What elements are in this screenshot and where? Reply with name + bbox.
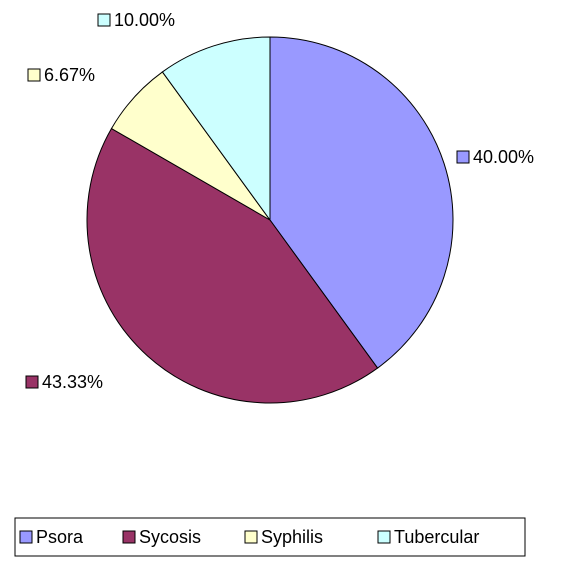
- label-swatch: [97, 13, 111, 27]
- pie-slice: [86, 127, 379, 404]
- label-swatch: [456, 150, 470, 164]
- label-swatch: [27, 68, 41, 82]
- pie-slice: [269, 36, 454, 369]
- data-label: 43.33%: [42, 372, 103, 392]
- data-label: 40.00%: [473, 147, 534, 167]
- pie-slice: [161, 36, 271, 222]
- legend-swatch: [244, 530, 258, 544]
- data-label: 10.00%: [114, 10, 175, 30]
- label-swatch: [25, 375, 39, 389]
- data-label: 6.67%: [44, 65, 95, 85]
- legend-label: Syphilis: [261, 527, 323, 547]
- legend-box: [14, 517, 526, 557]
- legend-label: Tubercular: [394, 527, 479, 547]
- legend-swatch: [19, 530, 33, 544]
- legend-label: Sycosis: [139, 527, 201, 547]
- legend-swatch: [377, 530, 391, 544]
- legend-label: Psora: [36, 527, 84, 547]
- legend-swatch: [122, 530, 136, 544]
